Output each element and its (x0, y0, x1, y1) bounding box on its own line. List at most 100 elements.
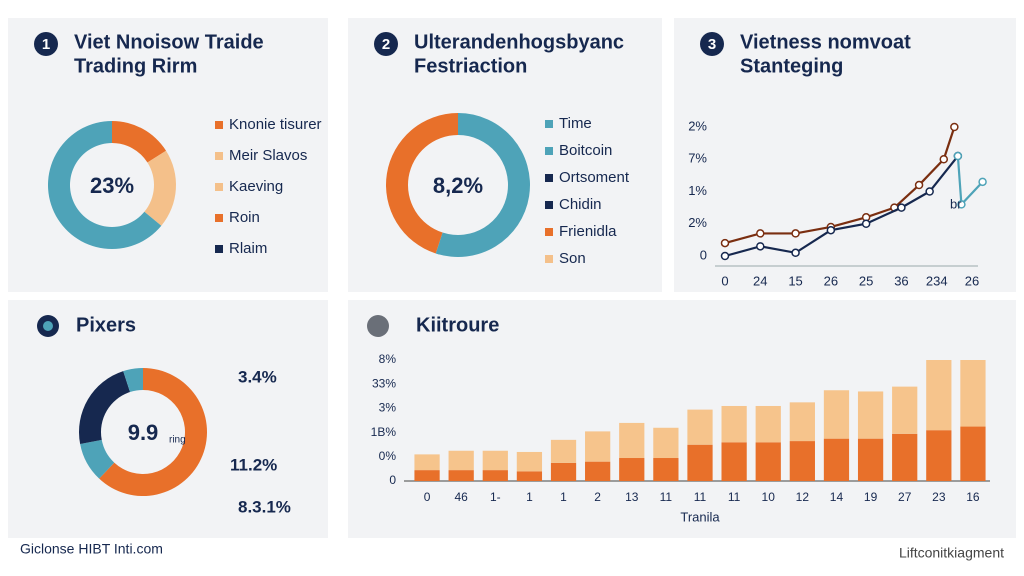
x-tick-label: 11 (728, 490, 741, 504)
bar-segment (857, 391, 884, 439)
legend-swatch (215, 245, 223, 253)
donut-slice (112, 121, 167, 163)
bar-segment (789, 441, 815, 481)
x-tick-label: 12 (796, 490, 810, 504)
legend-swatch (215, 121, 223, 129)
donut-slice (435, 113, 530, 257)
badge-number: 3 (708, 36, 716, 53)
line-series (724, 155, 959, 258)
x-tick-label: 11 (660, 490, 673, 504)
legend-label: Boitcoin (559, 142, 612, 159)
donut-slice (123, 368, 143, 393)
x-tick-label: 1 (560, 490, 567, 504)
footer-left: Giclonse HIBT Inti.com (20, 541, 163, 557)
x-tick-label: 234 (926, 273, 948, 288)
x-tick-label: 0 (721, 273, 728, 288)
bar-segment (653, 458, 679, 481)
legend-swatch (215, 214, 223, 222)
x-tick-label: 11 (694, 490, 707, 504)
donut-center: 23% (90, 173, 134, 198)
x-tick-label: 1 (526, 490, 533, 504)
bar-segment (892, 386, 918, 434)
panel-title: Trading Rirm (74, 55, 197, 77)
x-tick-label: 0 (424, 490, 431, 504)
x-tick-label: 16 (966, 490, 980, 504)
legend-label: Rlaim (229, 240, 267, 257)
x-tick-label: 46 (454, 490, 468, 504)
legend-swatch (545, 228, 553, 236)
donut-slice (78, 371, 131, 444)
y-tick-label: 0 (700, 247, 707, 262)
bar-segment (448, 470, 474, 481)
x-tick-label: 13 (625, 490, 639, 504)
x-tick-label: 36 (894, 273, 908, 288)
y-tick-label: 0 (389, 473, 396, 487)
bar-segment (857, 438, 884, 481)
bar-segment (721, 442, 747, 481)
panel-title: Viet Nnoisow Traide (74, 31, 264, 53)
donut-slice (80, 439, 115, 479)
line-point (861, 219, 871, 228)
y-tick-label: 7% (688, 151, 707, 166)
x-axis-label: Tranila (680, 509, 720, 524)
y-tick-label: 1B% (371, 425, 397, 439)
line-point (720, 251, 730, 261)
bar-segment (414, 470, 440, 481)
line-point (978, 177, 987, 187)
bar-segment (585, 461, 611, 481)
bar-segment (448, 450, 474, 471)
bar-segment (960, 426, 986, 481)
x-tick-label: 27 (898, 490, 912, 504)
bar-segment (755, 442, 781, 481)
x-tick-label: 10 (762, 490, 776, 504)
line-point (957, 200, 966, 209)
x-tick-label: 14 (830, 490, 844, 504)
bar-segment (892, 433, 918, 481)
line-point (826, 225, 836, 235)
panel (8, 300, 328, 538)
legend-label: Roin (229, 209, 260, 226)
bar-segment (789, 402, 815, 442)
bar-segment (960, 360, 986, 427)
legend-swatch (545, 255, 553, 263)
legend-label: Knonie tisurer (229, 116, 322, 133)
y-tick-label: 1% (688, 183, 707, 198)
bar-segment (926, 430, 952, 481)
bar-segment (516, 451, 543, 472)
legend-swatch (545, 147, 553, 155)
legend-label: Son (559, 250, 586, 267)
legend-swatch (545, 174, 553, 182)
bar-segment (619, 458, 645, 481)
donut-slice (99, 368, 207, 496)
line-point (897, 203, 906, 212)
icon (367, 315, 389, 337)
icon (43, 321, 53, 331)
legend-label: Time (559, 115, 592, 132)
footer-right: Liftconitkiagment (899, 545, 1004, 561)
y-tick-label: 8% (379, 352, 397, 366)
legend-swatch (215, 152, 223, 160)
line-point (914, 180, 924, 190)
x-tick-label: 23 (932, 490, 946, 504)
panel-title: Ulterandenhogsbyanc (414, 31, 624, 53)
donut-center: 8,2% (433, 173, 483, 198)
line-point (791, 229, 800, 238)
legend-label: Chidin (559, 196, 602, 213)
panel (674, 18, 1016, 292)
bar-segment (550, 462, 577, 481)
x-tick-label: 26 (824, 273, 838, 288)
donut-annotation: 3.4% (238, 367, 277, 386)
bar-segment (823, 438, 850, 481)
y-tick-label: 2% (688, 215, 707, 230)
badge-number: 1 (42, 36, 50, 53)
panel-title: Pixers (76, 314, 136, 336)
legend-label: Kaeving (229, 178, 283, 195)
x-tick-label: 26 (965, 273, 979, 288)
x-tick-label: 1- (490, 490, 501, 504)
line-point (756, 242, 765, 251)
bar-segment (414, 454, 440, 471)
badge-number: 2 (382, 36, 390, 53)
x-tick-label: 2 (594, 490, 601, 504)
donut-slice (144, 150, 176, 226)
